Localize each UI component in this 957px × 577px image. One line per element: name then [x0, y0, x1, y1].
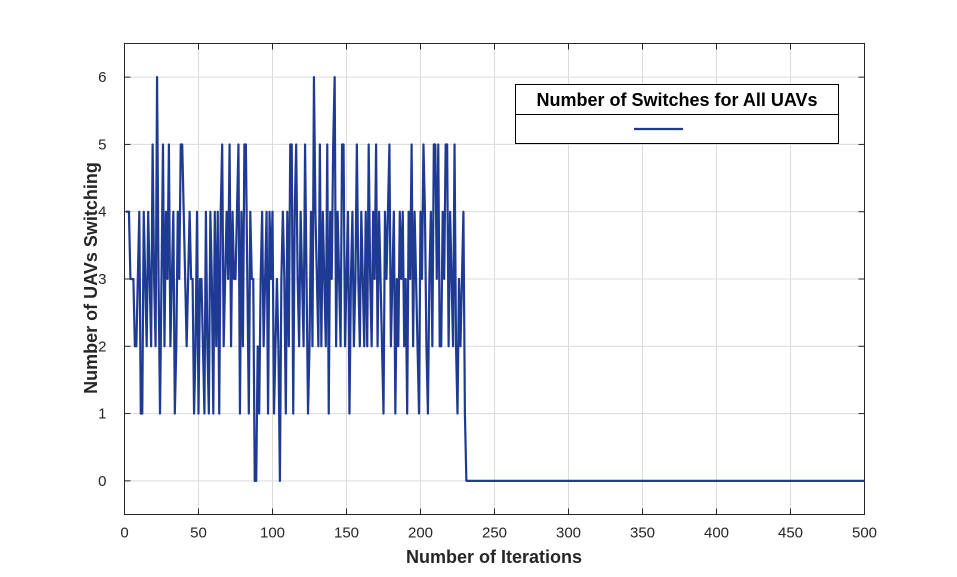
x-axis-title: Number of Iterations: [406, 547, 582, 567]
y-tick-label: 2: [98, 338, 106, 355]
y-tick-label: 0: [98, 473, 106, 490]
x-tick-label: 50: [190, 525, 207, 542]
x-tick-label: 150: [334, 525, 359, 542]
x-tick-label: 500: [852, 525, 877, 542]
y-tick-label: 6: [98, 69, 106, 86]
y-tick-labels: 0 1 2 3 4 5 6: [98, 69, 106, 490]
x-tick-label: 350: [630, 525, 655, 542]
y-tick-label: 4: [98, 204, 106, 221]
x-tick-label: 0: [120, 525, 128, 542]
y-tick-label: 1: [98, 406, 106, 423]
tick-marks: [124, 43, 865, 515]
x-tick-label: 100: [260, 525, 285, 542]
legend: Number of Switches for All UAVs: [515, 84, 839, 144]
legend-title: Number of Switches for All UAVs: [536, 90, 817, 110]
x-tick-labels: 0 50 100 150 200 250 300 350 400 450 500: [120, 525, 877, 542]
series-line: [125, 76, 865, 482]
x-tick-label: 300: [556, 525, 581, 542]
y-tick-label: 5: [98, 136, 106, 153]
x-tick-label: 200: [408, 525, 433, 542]
x-tick-label: 450: [778, 525, 803, 542]
x-tick-label: 400: [704, 525, 729, 542]
y-tick-label: 3: [98, 271, 106, 288]
x-tick-label: 250: [482, 525, 507, 542]
y-axis-title: Number of UAVs Switching: [81, 162, 101, 394]
